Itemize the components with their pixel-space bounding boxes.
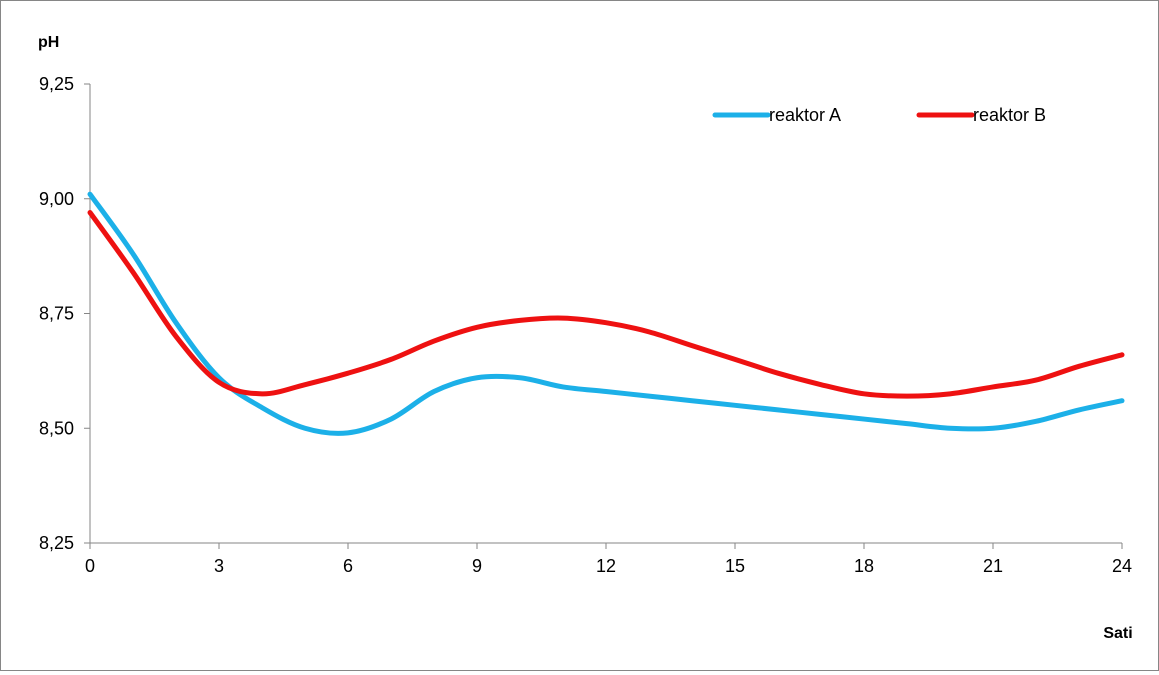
x-tick-label: 9: [472, 556, 482, 576]
y-tick-label: 8,25: [39, 533, 74, 553]
x-tick-label: 0: [85, 556, 95, 576]
series-line-reaktor-a: [87, 191, 1125, 436]
y-axis: 8,25 8,50 8,75 9,00 9,25: [39, 74, 91, 553]
x-axis-title: Sati: [1103, 625, 1132, 642]
x-tick-label: 6: [343, 556, 353, 576]
x-tick-label: 21: [983, 556, 1003, 576]
y-tick-label: 8,50: [39, 418, 74, 438]
y-tick-label: 9,00: [39, 189, 74, 209]
x-tick-label: 12: [596, 556, 616, 576]
x-tick-label: 15: [725, 556, 745, 576]
x-tick-label: 24: [1112, 556, 1132, 576]
legend-label-reaktor-a: reaktor A: [769, 105, 841, 125]
legend: reaktor A reaktor B: [712, 105, 1046, 125]
y-axis-title: pH: [38, 34, 59, 51]
x-tick-label: 3: [214, 556, 224, 576]
x-tick-label: 18: [854, 556, 874, 576]
x-axis: 0 3 6 9 12 15 18 21 24: [85, 542, 1132, 576]
series-layer: [87, 191, 1125, 436]
series-line-reaktor-b: [87, 210, 1125, 399]
legend-label-reaktor-b: reaktor B: [973, 105, 1046, 125]
y-tick-label: 8,75: [39, 304, 74, 324]
y-tick-label: 9,25: [39, 74, 74, 94]
